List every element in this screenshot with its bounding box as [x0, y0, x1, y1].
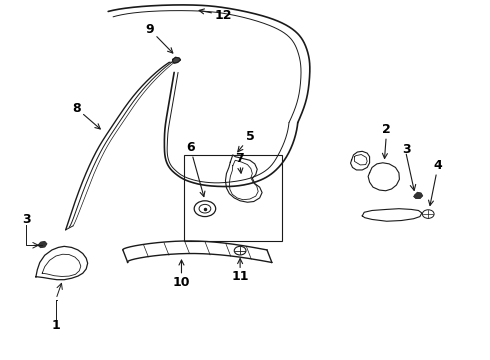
- Text: 2: 2: [382, 123, 391, 158]
- Text: 3: 3: [22, 213, 30, 226]
- Text: 5: 5: [238, 130, 254, 152]
- Text: 10: 10: [173, 260, 190, 289]
- Text: 6: 6: [186, 141, 205, 197]
- Bar: [184, 155, 282, 241]
- Text: 12: 12: [199, 9, 232, 22]
- Text: 11: 11: [231, 258, 249, 283]
- Polygon shape: [172, 57, 180, 63]
- Text: 1: 1: [51, 319, 60, 332]
- Text: 7: 7: [235, 152, 244, 173]
- Text: 9: 9: [146, 23, 173, 53]
- Text: 8: 8: [72, 102, 100, 129]
- Polygon shape: [38, 242, 47, 247]
- Text: 3: 3: [402, 143, 411, 156]
- Text: 4: 4: [429, 159, 442, 206]
- Polygon shape: [414, 193, 422, 198]
